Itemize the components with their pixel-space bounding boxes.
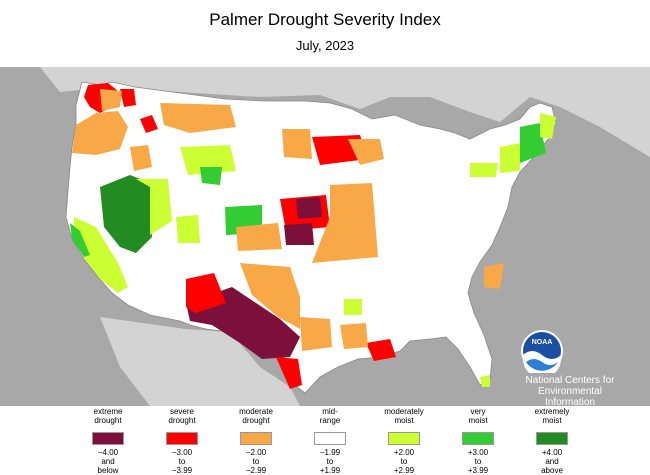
legend-swatch xyxy=(166,432,198,445)
region-ms-moist xyxy=(344,299,362,315)
legend-swatch xyxy=(240,432,272,445)
region-id-moderate xyxy=(130,145,152,171)
legend-range: to xyxy=(252,457,260,466)
drought-map: NOAA National Centers for Environmental … xyxy=(0,67,650,408)
legend-swatch xyxy=(92,432,124,445)
legend-range: to xyxy=(326,457,334,466)
legend-range: and xyxy=(101,457,115,466)
canada-land xyxy=(40,67,650,157)
region-ut-south-moist xyxy=(176,215,200,243)
legend-range: +3.99 xyxy=(467,466,489,475)
region-wy-very-moist xyxy=(200,167,222,185)
region-la-severe xyxy=(366,339,396,361)
region-la-moderate xyxy=(340,323,368,349)
region-wa-east-severe xyxy=(120,89,136,107)
region-ks-extreme xyxy=(284,223,314,245)
noaa-logo-icon: NOAA xyxy=(521,330,563,373)
legend-item-severe-drought: severe drought −3.00 to −3.99 xyxy=(144,405,220,475)
region-wa-moderate xyxy=(100,89,122,111)
us-map-svg xyxy=(0,67,650,406)
legend-range: below xyxy=(97,466,119,475)
legend-range: −2.99 xyxy=(245,466,267,475)
legend-item-extremely-moist: extremely moist +4.00 and above xyxy=(514,405,590,475)
legend-range: to xyxy=(178,457,186,466)
map-title: Palmer Drought Severity Index xyxy=(209,10,441,29)
legend-range: and xyxy=(545,457,559,466)
legend-label: moderate xyxy=(239,407,273,416)
region-ny-moist xyxy=(500,143,520,173)
noaa-logo-text: NOAA xyxy=(532,339,553,346)
region-nc-moderate xyxy=(484,263,504,289)
legend-range: above xyxy=(541,466,563,475)
legend-item-extreme-drought: extreme drought −4.00 and below xyxy=(70,405,146,475)
legend-range: to xyxy=(474,457,482,466)
legend-swatch xyxy=(462,432,494,445)
region-wy-moist xyxy=(180,145,236,175)
legend-range: +2.99 xyxy=(393,466,415,475)
legend-label: mid- xyxy=(322,407,338,416)
legend-label: very xyxy=(470,407,486,416)
legend-range: +1.99 xyxy=(319,466,341,475)
legend-range: −1.99 xyxy=(319,448,341,457)
noaa-caption-line: Environmental xyxy=(538,386,602,397)
region-mo-moderate xyxy=(312,183,378,263)
region-nv-extremely-moist xyxy=(100,175,152,253)
region-ne-extreme xyxy=(296,197,322,219)
region-ca-coast-very-moist xyxy=(70,223,90,257)
region-ks-west-moderate xyxy=(236,223,282,251)
noaa-caption: National Centers for Environmental Infor… xyxy=(520,375,620,408)
legend-item-moderate-drought: moderate drought −2.00 to −2.99 xyxy=(218,405,294,475)
legend-label: drought xyxy=(168,416,196,425)
legend-label: severe xyxy=(169,407,194,416)
noaa-caption-line: Information xyxy=(544,397,596,408)
region-nd-moderate xyxy=(282,129,312,159)
legend-label: moist xyxy=(394,416,414,425)
region-nm-severe xyxy=(186,273,226,313)
legend-label: moist xyxy=(468,416,488,425)
region-me-moist xyxy=(540,113,556,139)
legend-swatch xyxy=(536,432,568,445)
legend-label: drought xyxy=(94,416,122,425)
region-id-severe xyxy=(140,115,158,133)
legend-range: +4.00 xyxy=(541,448,563,457)
legend-range: −4.00 xyxy=(97,448,119,457)
region-fl-moist xyxy=(480,375,490,387)
legend: extreme drought −4.00 and below severe droug… xyxy=(70,405,590,475)
region-tx-south-severe xyxy=(276,357,302,389)
legend-label: drought xyxy=(242,416,270,425)
map-subtitle: July, 2023 xyxy=(295,38,355,53)
region-ne-very-moist xyxy=(520,123,546,163)
region-ut-moist xyxy=(136,179,172,235)
legend-range: −3.99 xyxy=(171,466,193,475)
mexico-land xyxy=(100,317,300,406)
legend-label: moist xyxy=(542,416,562,425)
region-tx-north-moderate xyxy=(240,263,300,329)
legend-range: −3.00 xyxy=(171,448,193,457)
legend-label: moderately xyxy=(384,407,424,416)
region-mt-moderate xyxy=(160,103,236,133)
legend-range: +2.00 xyxy=(393,448,415,457)
legend-range: to xyxy=(400,457,408,466)
legend-swatch xyxy=(314,432,346,445)
legend-item-very-moist: very moist +3.00 to +3.99 xyxy=(440,405,516,475)
legend-range: −2.00 xyxy=(245,448,267,457)
legend-label: range xyxy=(319,416,341,425)
legend-swatch xyxy=(388,432,420,445)
legend-range: +3.00 xyxy=(467,448,489,457)
noaa-caption-line: National Centers for xyxy=(525,375,615,386)
region-or-moderate xyxy=(72,111,128,155)
region-ca-moist xyxy=(74,217,128,293)
legend-label: extreme xyxy=(93,407,123,416)
region-wi-moderate xyxy=(348,139,384,165)
legend-item-mid-range: mid-range −1.99 to +1.99 xyxy=(292,405,368,475)
legend-item-moderately-moist: moderately moist +2.00 to +2.99 xyxy=(366,405,442,475)
region-tx-east-moderate xyxy=(300,317,332,351)
legend-label: extremely xyxy=(534,407,570,416)
region-pa-moist xyxy=(470,163,498,177)
noaa-logo-block: NOAA National Centers for Environmental … xyxy=(520,329,620,408)
